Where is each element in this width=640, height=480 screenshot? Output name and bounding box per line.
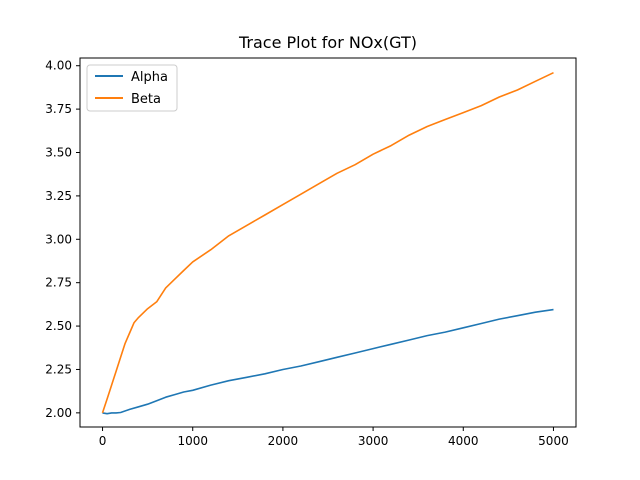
x-tick-label: 5000 xyxy=(538,434,569,448)
x-tick-label: 4000 xyxy=(448,434,479,448)
x-tick-label: 3000 xyxy=(358,434,389,448)
y-tick-label: 3.50 xyxy=(45,146,72,160)
legend: Alpha Beta xyxy=(86,64,178,112)
y-tick-label: 3.75 xyxy=(45,102,72,116)
x-tick-label: 1000 xyxy=(177,434,208,448)
y-tick-label: 3.25 xyxy=(45,189,72,203)
plot-area-frame xyxy=(79,57,577,428)
x-tick-label: 0 xyxy=(99,434,107,448)
y-tick-label: 2.50 xyxy=(45,319,72,333)
y-tick-label: 2.00 xyxy=(45,406,72,420)
y-tick-label: 3.00 xyxy=(45,232,72,246)
legend-label-alpha: Alpha xyxy=(131,70,168,85)
series-lines xyxy=(101,71,554,415)
chart-title: Trace Plot for NOx(GT) xyxy=(238,33,417,52)
x-axis: 0 1000 2000 3000 4000 5000 xyxy=(99,427,569,448)
y-axis: 2.00 2.25 2.50 2.75 3.00 3.25 3.50 3.75 4.00 xyxy=(45,59,80,420)
y-tick-label: 2.25 xyxy=(45,362,72,376)
series-line-beta xyxy=(101,71,554,414)
legend-label-beta: Beta xyxy=(131,92,161,107)
series-line-alpha xyxy=(102,308,554,415)
y-tick-label: 4.00 xyxy=(45,59,72,73)
x-tick-label: 2000 xyxy=(268,434,299,448)
y-tick-label: 2.75 xyxy=(45,276,72,290)
